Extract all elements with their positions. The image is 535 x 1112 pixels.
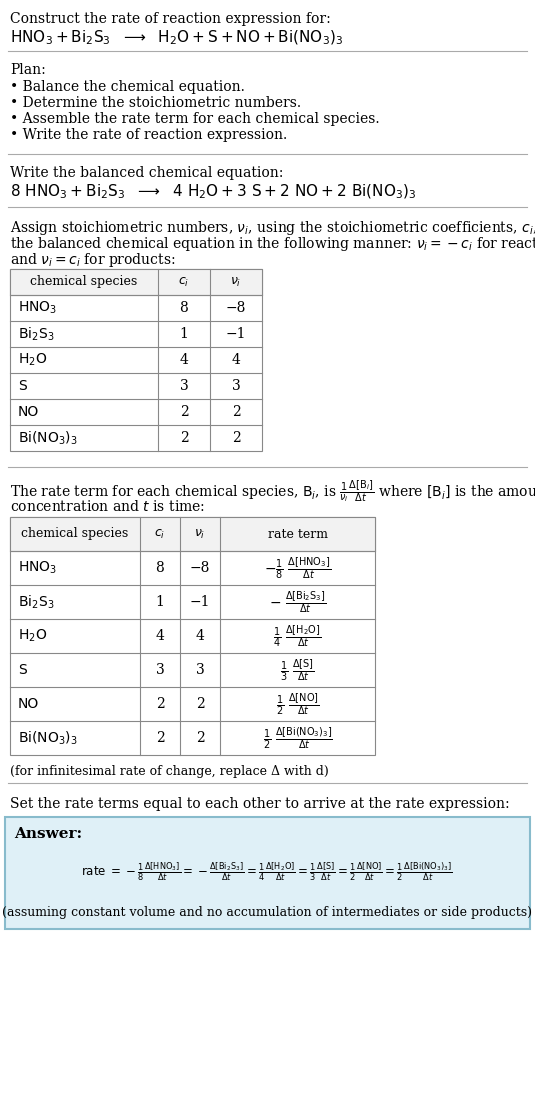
Text: 1: 1: [180, 327, 188, 341]
Bar: [10, 269, 262, 295]
Text: −8: −8: [190, 560, 210, 575]
Text: 1: 1: [156, 595, 164, 609]
Text: • Determine the stoichiometric numbers.: • Determine the stoichiometric numbers.: [10, 96, 301, 110]
Text: $\nu_i$: $\nu_i$: [230, 276, 242, 288]
Text: $\mathrm{HNO_3 + Bi_2S_3\ \ \longrightarrow\ \ H_2O + S + NO + Bi(NO_3)_3}$: $\mathrm{HNO_3 + Bi_2S_3\ \ \longrightar…: [10, 29, 343, 48]
Text: Answer:: Answer:: [14, 827, 82, 841]
Text: Set the rate terms equal to each other to arrive at the rate expression:: Set the rate terms equal to each other t…: [10, 797, 510, 811]
Text: $\nu_i$: $\nu_i$: [194, 527, 205, 540]
Text: $-\frac{1}{8}$ $\frac{\Delta[\mathrm{HNO_3}]}{\Delta t}$: $-\frac{1}{8}$ $\frac{\Delta[\mathrm{HNO…: [264, 555, 331, 580]
Text: −8: −8: [226, 301, 246, 315]
Text: NO: NO: [18, 697, 39, 711]
Text: $\mathrm{Bi(NO_3)_3}$: $\mathrm{Bi(NO_3)_3}$: [18, 729, 78, 746]
Text: $\mathrm{Bi_2S_3}$: $\mathrm{Bi_2S_3}$: [18, 594, 55, 610]
Text: S: S: [18, 379, 27, 393]
Bar: [5, 817, 530, 929]
Text: NO: NO: [18, 405, 39, 419]
Text: rate term: rate term: [268, 527, 327, 540]
Text: Write the balanced chemical equation:: Write the balanced chemical equation:: [10, 166, 284, 180]
Text: rate $= -\frac{1}{8}\frac{\Delta[\mathrm{HNO_3}]}{\Delta t} = -\frac{\Delta[\mat: rate $= -\frac{1}{8}\frac{\Delta[\mathrm…: [81, 861, 453, 883]
Text: −1: −1: [226, 327, 246, 341]
Text: the balanced chemical equation in the following manner: $\nu_i = -c_i$ for react: the balanced chemical equation in the fo…: [10, 235, 535, 254]
Text: $\mathrm{HNO_3}$: $\mathrm{HNO_3}$: [18, 300, 57, 316]
Bar: [10, 517, 375, 552]
Text: $\mathrm{HNO_3}$: $\mathrm{HNO_3}$: [18, 559, 57, 576]
Text: Assign stoichiometric numbers, $\nu_i$, using the stoichiometric coefficients, $: Assign stoichiometric numbers, $\nu_i$, …: [10, 219, 535, 237]
Text: chemical species: chemical species: [30, 276, 137, 288]
Text: $\mathrm{H_2O}$: $\mathrm{H_2O}$: [18, 351, 47, 368]
Text: $-$ $\frac{\Delta[\mathrm{Bi_2S_3}]}{\Delta t}$: $-$ $\frac{\Delta[\mathrm{Bi_2S_3}]}{\De…: [269, 589, 326, 615]
Text: S: S: [18, 663, 27, 677]
Text: 2: 2: [156, 697, 164, 711]
Text: $c_i$: $c_i$: [155, 527, 166, 540]
Bar: [10, 269, 262, 295]
Text: 2: 2: [196, 731, 204, 745]
Text: $\mathrm{Bi(NO_3)_3}$: $\mathrm{Bi(NO_3)_3}$: [18, 429, 78, 447]
Text: 2: 2: [196, 697, 204, 711]
Bar: [10, 517, 375, 755]
Bar: [10, 269, 262, 451]
Text: $\frac{1}{3}$ $\frac{\Delta[\mathrm{S}]}{\Delta t}$: $\frac{1}{3}$ $\frac{\Delta[\mathrm{S}]}…: [280, 657, 315, 683]
Text: $c_i$: $c_i$: [178, 276, 189, 288]
Text: chemical species: chemical species: [21, 527, 128, 540]
Text: concentration and $t$ is time:: concentration and $t$ is time:: [10, 499, 205, 514]
Text: 2: 2: [180, 431, 188, 445]
Bar: [10, 517, 375, 552]
Text: The rate term for each chemical species, $\mathrm{B}_i$, is $\frac{1}{\nu_i}\fra: The rate term for each chemical species,…: [10, 479, 535, 505]
Text: 3: 3: [196, 663, 204, 677]
Text: 3: 3: [180, 379, 188, 393]
Text: $\frac{1}{2}$ $\frac{\Delta[\mathrm{NO}]}{\Delta t}$: $\frac{1}{2}$ $\frac{\Delta[\mathrm{NO}]…: [276, 692, 319, 717]
Text: 3: 3: [232, 379, 240, 393]
Text: $\frac{1}{2}$ $\frac{\Delta[\mathrm{Bi(NO_3)_3}]}{\Delta t}$: $\frac{1}{2}$ $\frac{\Delta[\mathrm{Bi(N…: [263, 725, 332, 751]
Text: $\mathrm{8\ HNO_3 + Bi_2S_3\ \ \longrightarrow\ \ 4\ H_2O + 3\ S + 2\ NO + 2\ Bi: $\mathrm{8\ HNO_3 + Bi_2S_3\ \ \longrigh…: [10, 183, 417, 201]
Text: • Balance the chemical equation.: • Balance the chemical equation.: [10, 80, 245, 95]
Text: 4: 4: [196, 629, 204, 643]
Text: 3: 3: [156, 663, 164, 677]
Text: 4: 4: [156, 629, 164, 643]
Text: 2: 2: [232, 405, 240, 419]
Text: 8: 8: [180, 301, 188, 315]
Text: (for infinitesimal rate of change, replace Δ with d): (for infinitesimal rate of change, repla…: [10, 765, 328, 778]
Text: Construct the rate of reaction expression for:: Construct the rate of reaction expressio…: [10, 12, 331, 26]
Text: 2: 2: [232, 431, 240, 445]
Text: 8: 8: [156, 560, 164, 575]
Text: 4: 4: [180, 353, 188, 367]
Text: and $\nu_i = c_i$ for products:: and $\nu_i = c_i$ for products:: [10, 251, 175, 269]
Text: 4: 4: [232, 353, 240, 367]
Text: Plan:: Plan:: [10, 63, 46, 77]
Text: • Write the rate of reaction expression.: • Write the rate of reaction expression.: [10, 128, 287, 142]
Text: 2: 2: [156, 731, 164, 745]
Text: $\mathrm{H_2O}$: $\mathrm{H_2O}$: [18, 628, 47, 644]
Text: 2: 2: [180, 405, 188, 419]
Text: (assuming constant volume and no accumulation of intermediates or side products): (assuming constant volume and no accumul…: [2, 906, 532, 919]
Text: −1: −1: [190, 595, 210, 609]
Text: $\mathrm{Bi_2S_3}$: $\mathrm{Bi_2S_3}$: [18, 326, 55, 342]
Text: • Assemble the rate term for each chemical species.: • Assemble the rate term for each chemic…: [10, 112, 380, 126]
Text: $\frac{1}{4}$ $\frac{\Delta[\mathrm{H_2O}]}{\Delta t}$: $\frac{1}{4}$ $\frac{\Delta[\mathrm{H_2O…: [273, 623, 322, 649]
